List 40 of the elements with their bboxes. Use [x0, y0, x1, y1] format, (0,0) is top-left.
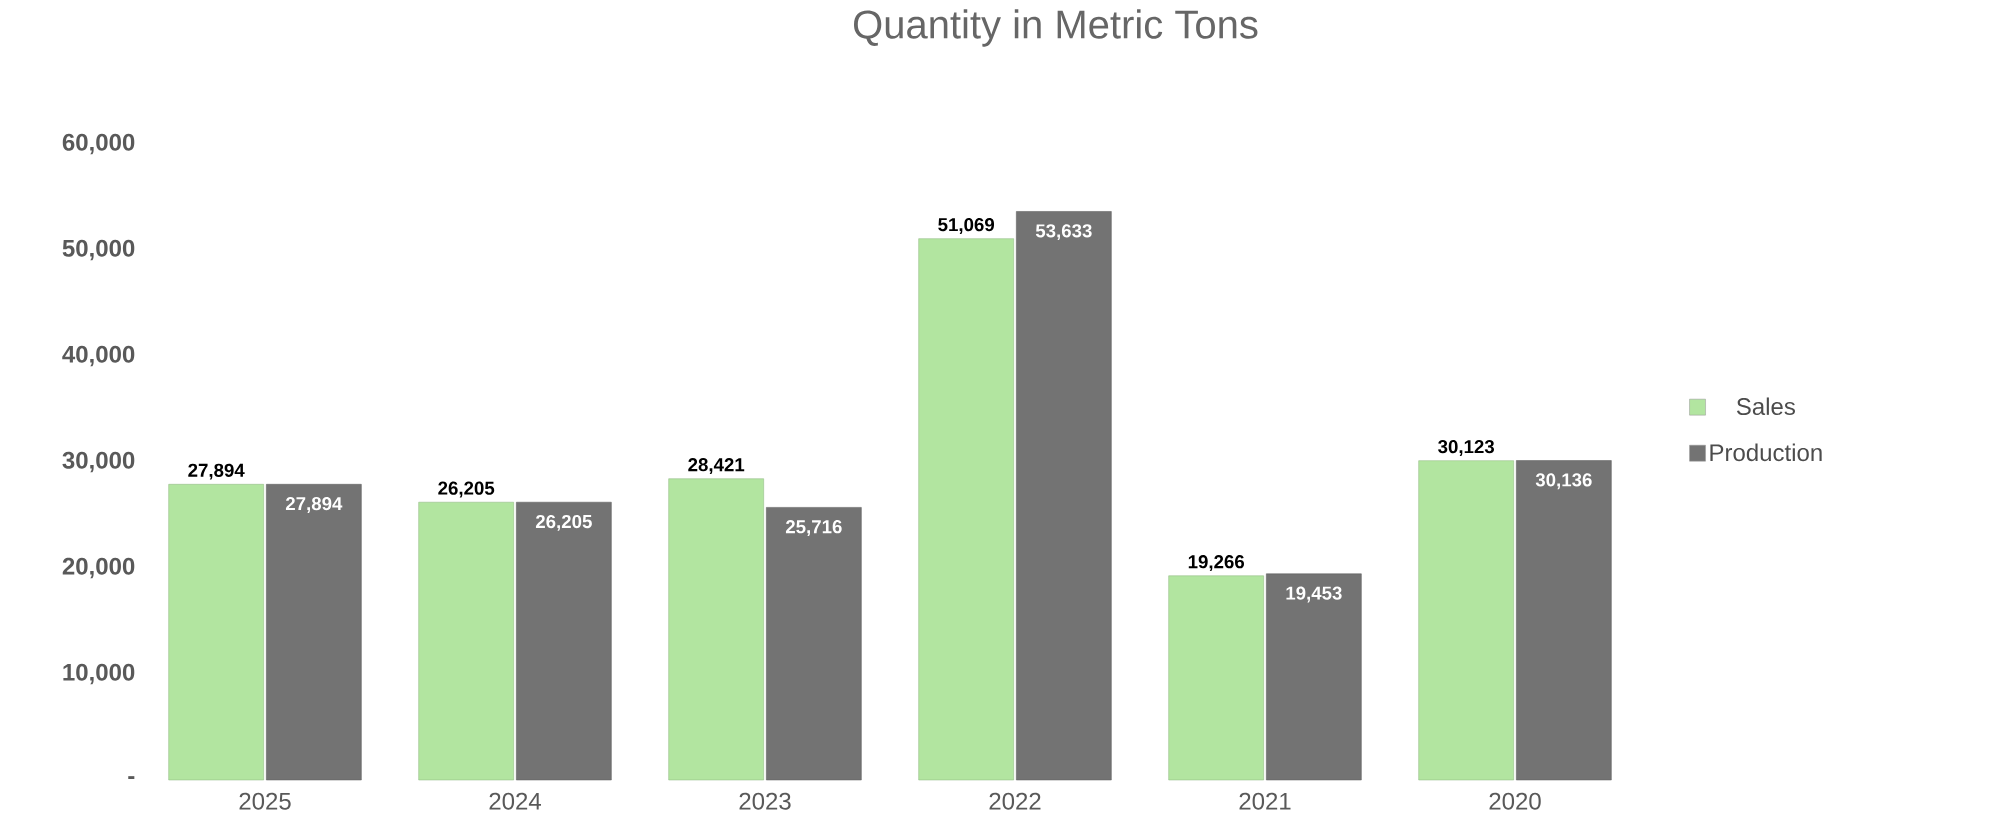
bar	[1418, 460, 1514, 781]
x-tick-label: 2022	[989, 792, 1041, 810]
chart-title: Quantity in Metric Tons	[854, 9, 1258, 47]
data-label: 30,136	[1535, 473, 1592, 490]
bar	[418, 501, 514, 781]
legend-label: Sales	[1736, 397, 1795, 416]
bar	[1266, 573, 1362, 781]
data-label: 25,716	[785, 520, 842, 537]
y-tick-label: 20,000	[62, 557, 135, 579]
x-tick-label: 2025	[239, 792, 291, 810]
y-tick-label: -	[128, 776, 135, 780]
data-label: 27,894	[188, 463, 245, 480]
bar	[1016, 211, 1112, 781]
bar	[516, 501, 612, 781]
bar	[168, 484, 264, 781]
data-label: 28,421	[688, 458, 745, 475]
x-tick-label: 2024	[489, 792, 541, 810]
y-tick-label: 10,000	[63, 663, 135, 685]
y-tick-label: 30,000	[62, 451, 135, 473]
bar	[766, 507, 862, 781]
y-tick-label: 40,000	[62, 345, 135, 367]
data-label: 53,633	[1035, 224, 1092, 241]
legend-label: Production	[1710, 443, 1822, 462]
data-label: 26,205	[535, 514, 592, 531]
data-label: 19,266	[1188, 555, 1245, 572]
bar	[668, 478, 764, 781]
bar	[266, 484, 362, 781]
y-tick-label: 50,000	[62, 239, 135, 261]
data-label: 26,205	[438, 481, 495, 498]
y-tick-label: 60,000	[62, 133, 135, 155]
data-label: 19,453	[1286, 586, 1342, 603]
bar	[1516, 460, 1612, 781]
bar	[918, 238, 1014, 781]
x-tick-label: 2020	[1489, 792, 1541, 810]
data-label: 30,123	[1438, 440, 1495, 456]
data-label: 51,069	[938, 218, 995, 234]
data-label: 27,894	[285, 497, 343, 513]
x-tick-label: 2021	[1239, 792, 1291, 810]
bar	[1168, 575, 1264, 781]
x-tick-label: 2023	[739, 792, 791, 810]
